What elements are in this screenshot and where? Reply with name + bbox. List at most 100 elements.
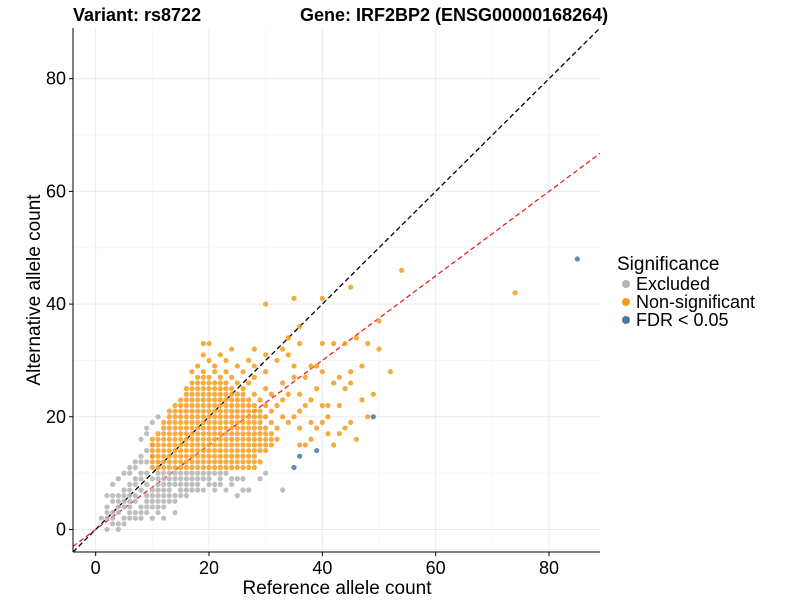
point-non-significant [166, 447, 172, 454]
point-non-significant [172, 419, 178, 426]
point-non-significant [149, 436, 155, 442]
point-excluded [246, 487, 252, 493]
point-non-significant [223, 402, 229, 409]
point-non-significant [206, 357, 212, 364]
point-non-significant [149, 442, 155, 448]
point-non-significant [195, 363, 201, 369]
point-non-significant [206, 402, 212, 409]
point-non-significant [161, 419, 167, 426]
point-excluded [178, 493, 184, 499]
point-excluded [149, 487, 155, 493]
point-non-significant [149, 447, 155, 454]
point-non-significant [240, 453, 246, 459]
point-non-significant [399, 267, 405, 273]
point-excluded [132, 493, 138, 499]
point-non-significant [370, 391, 376, 397]
point-non-significant [166, 442, 172, 448]
point-non-significant [234, 380, 240, 386]
point-non-significant [251, 391, 257, 397]
point-non-significant [257, 436, 263, 442]
point-non-significant [166, 464, 172, 471]
point-excluded [200, 470, 206, 476]
x-tick-label: 60 [426, 558, 446, 578]
point-non-significant [234, 447, 240, 454]
point-non-significant [274, 402, 280, 409]
point-non-significant [206, 442, 212, 448]
point-non-significant [229, 414, 235, 420]
point-non-significant [246, 453, 252, 459]
point-excluded [183, 470, 189, 476]
point-non-significant [217, 386, 223, 392]
point-non-significant [223, 447, 229, 454]
point-non-significant [229, 391, 235, 397]
point-non-significant [319, 295, 325, 302]
point-non-significant [189, 369, 195, 375]
point-non-significant [280, 397, 286, 403]
point-non-significant [285, 335, 291, 341]
point-non-significant [223, 425, 229, 431]
point-non-significant [195, 431, 201, 437]
point-excluded [183, 487, 189, 493]
point-non-significant [206, 380, 212, 386]
point-non-significant [229, 408, 235, 414]
point-excluded [127, 470, 133, 476]
point-non-significant [223, 386, 229, 392]
point-non-significant [195, 386, 201, 392]
point-non-significant [257, 447, 263, 454]
point-non-significant [183, 397, 189, 403]
point-excluded [183, 476, 189, 482]
point-excluded [183, 493, 189, 499]
point-non-significant [263, 431, 269, 437]
point-non-significant [161, 436, 167, 442]
point-non-significant [178, 408, 184, 414]
legend-title: Significance [617, 254, 719, 275]
point-excluded [206, 476, 212, 482]
point-non-significant [161, 442, 167, 448]
point-excluded [110, 498, 116, 504]
point-excluded [178, 487, 184, 493]
point-non-significant [189, 419, 195, 426]
point-non-significant [217, 459, 223, 465]
point-non-significant [240, 436, 246, 442]
chart-title-variant: Variant: rs8722 [73, 5, 201, 25]
point-excluded [166, 487, 172, 493]
point-non-significant [172, 425, 178, 431]
point-non-significant [234, 408, 240, 414]
y-axis-title: Alternative allele count [24, 194, 45, 386]
point-non-significant [263, 436, 269, 442]
point-excluded [166, 470, 172, 476]
point-non-significant [263, 352, 269, 358]
point-excluded [115, 476, 121, 482]
point-excluded [149, 515, 155, 521]
point-excluded [138, 515, 144, 521]
point-non-significant [172, 442, 178, 448]
point-excluded [155, 414, 161, 420]
point-non-significant [166, 425, 172, 431]
point-non-significant [240, 391, 246, 397]
y-tick-label: 40 [46, 294, 66, 314]
point-excluded [155, 487, 161, 493]
point-non-significant [206, 397, 212, 403]
point-non-significant [172, 436, 178, 442]
point-non-significant [257, 397, 263, 403]
point-excluded [172, 493, 178, 499]
y-tick-label: 60 [46, 181, 66, 201]
point-excluded [121, 498, 127, 504]
point-non-significant [331, 340, 337, 347]
point-excluded [161, 504, 167, 510]
point-non-significant [353, 436, 359, 442]
point-excluded [161, 515, 167, 521]
point-non-significant [308, 436, 314, 442]
point-non-significant [223, 464, 229, 471]
data-points [98, 256, 580, 533]
point-excluded [127, 509, 133, 516]
point-non-significant [234, 419, 240, 426]
point-non-significant [183, 464, 189, 471]
point-non-significant [217, 419, 223, 426]
point-fdr-0-05 [370, 414, 376, 420]
point-non-significant [229, 397, 235, 403]
point-non-significant [212, 431, 218, 437]
point-excluded [115, 521, 121, 527]
point-non-significant [217, 391, 223, 397]
point-excluded [121, 515, 127, 521]
